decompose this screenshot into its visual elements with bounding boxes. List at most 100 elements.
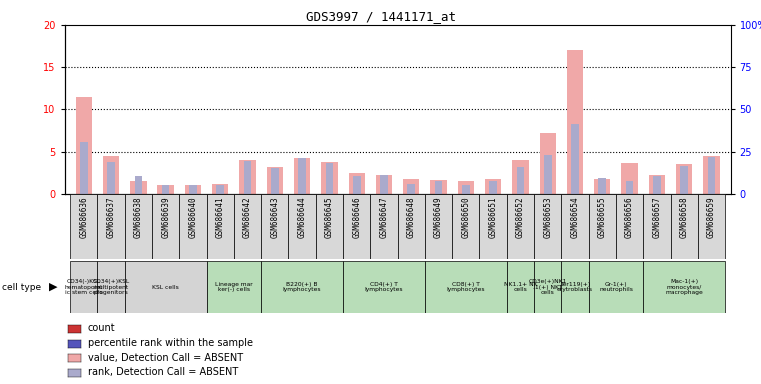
- Text: GSM686658: GSM686658: [680, 196, 689, 237]
- Bar: [594, 179, 610, 194]
- Text: Mac-1(+)
monocytes/
macrophage: Mac-1(+) monocytes/ macrophage: [665, 279, 703, 295]
- Bar: [479, 194, 507, 259]
- Bar: [180, 194, 206, 259]
- Bar: [676, 164, 693, 194]
- Bar: [643, 261, 725, 313]
- Bar: [431, 180, 447, 194]
- Bar: [353, 176, 361, 194]
- Bar: [298, 157, 306, 194]
- Text: GSM686648: GSM686648: [407, 196, 416, 237]
- Bar: [572, 124, 579, 194]
- Text: GSM686659: GSM686659: [707, 196, 716, 237]
- Bar: [598, 178, 606, 194]
- Bar: [189, 185, 197, 194]
- Text: GSM686646: GSM686646: [352, 196, 361, 237]
- Bar: [653, 176, 661, 194]
- Text: CD34(+)KSL
multipotent
progenitors: CD34(+)KSL multipotent progenitors: [92, 279, 129, 295]
- Text: GSM686654: GSM686654: [571, 196, 580, 237]
- Text: rank, Detection Call = ABSENT: rank, Detection Call = ABSENT: [88, 367, 237, 377]
- Text: GSM686656: GSM686656: [625, 196, 634, 237]
- Bar: [261, 261, 343, 313]
- Bar: [97, 194, 125, 259]
- Bar: [616, 194, 643, 259]
- Text: GSM686655: GSM686655: [598, 196, 607, 237]
- Bar: [425, 194, 452, 259]
- Text: percentile rank within the sample: percentile rank within the sample: [88, 338, 253, 348]
- Bar: [425, 261, 507, 313]
- Bar: [271, 168, 279, 194]
- Bar: [485, 179, 501, 194]
- Text: GSM686651: GSM686651: [489, 196, 498, 237]
- Bar: [206, 261, 261, 313]
- Bar: [152, 194, 180, 259]
- Text: Lineage mar
ker(-) cells: Lineage mar ker(-) cells: [215, 281, 253, 293]
- Text: GSM686639: GSM686639: [161, 196, 170, 237]
- Bar: [261, 194, 288, 259]
- Bar: [294, 159, 310, 194]
- Text: CD34(-)KSL
hematopoiet
ic stem cells: CD34(-)KSL hematopoiet ic stem cells: [65, 279, 103, 295]
- Text: Gr-1(+)
neutrophils: Gr-1(+) neutrophils: [599, 281, 633, 293]
- Bar: [80, 142, 88, 194]
- Bar: [70, 261, 97, 313]
- Bar: [435, 181, 442, 194]
- Bar: [70, 194, 97, 259]
- Bar: [185, 185, 201, 194]
- Bar: [343, 194, 371, 259]
- Text: CD8(+) T
lymphocytes: CD8(+) T lymphocytes: [447, 281, 485, 293]
- Bar: [371, 194, 397, 259]
- Bar: [507, 261, 534, 313]
- Bar: [234, 194, 261, 259]
- Bar: [457, 181, 474, 194]
- Text: GSM686645: GSM686645: [325, 196, 334, 237]
- Bar: [97, 261, 125, 313]
- Bar: [643, 194, 670, 259]
- Bar: [316, 194, 343, 259]
- Bar: [452, 194, 479, 259]
- Bar: [343, 261, 425, 313]
- Text: GSM686644: GSM686644: [298, 196, 307, 237]
- Text: GSM686636: GSM686636: [79, 196, 88, 237]
- Bar: [349, 173, 365, 194]
- Bar: [622, 163, 638, 194]
- Bar: [244, 161, 251, 194]
- Bar: [698, 194, 725, 259]
- Text: CD4(+) T
lymphocytes: CD4(+) T lymphocytes: [365, 281, 403, 293]
- Text: GSM686637: GSM686637: [107, 196, 116, 237]
- Bar: [703, 156, 720, 194]
- Text: cell type: cell type: [2, 283, 40, 291]
- Bar: [130, 181, 147, 194]
- Bar: [507, 194, 534, 259]
- Bar: [462, 185, 470, 194]
- Bar: [75, 97, 92, 194]
- Bar: [708, 157, 715, 194]
- Bar: [398, 194, 425, 259]
- Text: NK1.1+ NK
cells: NK1.1+ NK cells: [504, 281, 537, 293]
- Bar: [562, 194, 589, 259]
- Bar: [626, 181, 633, 194]
- Bar: [544, 155, 552, 194]
- Bar: [540, 133, 556, 194]
- Bar: [567, 50, 583, 194]
- Text: GSM686641: GSM686641: [215, 196, 224, 237]
- Bar: [321, 162, 338, 194]
- Bar: [376, 175, 392, 194]
- Bar: [216, 185, 224, 194]
- Bar: [589, 261, 643, 313]
- Text: GSM686640: GSM686640: [189, 196, 197, 237]
- Bar: [589, 194, 616, 259]
- Bar: [534, 194, 562, 259]
- Bar: [158, 185, 174, 194]
- Bar: [517, 167, 524, 194]
- Text: GSM686653: GSM686653: [543, 196, 552, 237]
- Text: GSM686657: GSM686657: [652, 196, 661, 237]
- Bar: [103, 156, 119, 194]
- Text: KSL cells: KSL cells: [152, 285, 179, 290]
- Bar: [680, 166, 688, 194]
- Text: GSM686638: GSM686638: [134, 196, 143, 237]
- Text: CD3e(+)NK1
.1(+) NKT
cells: CD3e(+)NK1 .1(+) NKT cells: [528, 279, 567, 295]
- Bar: [212, 184, 228, 194]
- Bar: [380, 175, 388, 194]
- Bar: [562, 261, 589, 313]
- Bar: [670, 194, 698, 259]
- Text: GDS3997 / 1441171_at: GDS3997 / 1441171_at: [305, 10, 456, 23]
